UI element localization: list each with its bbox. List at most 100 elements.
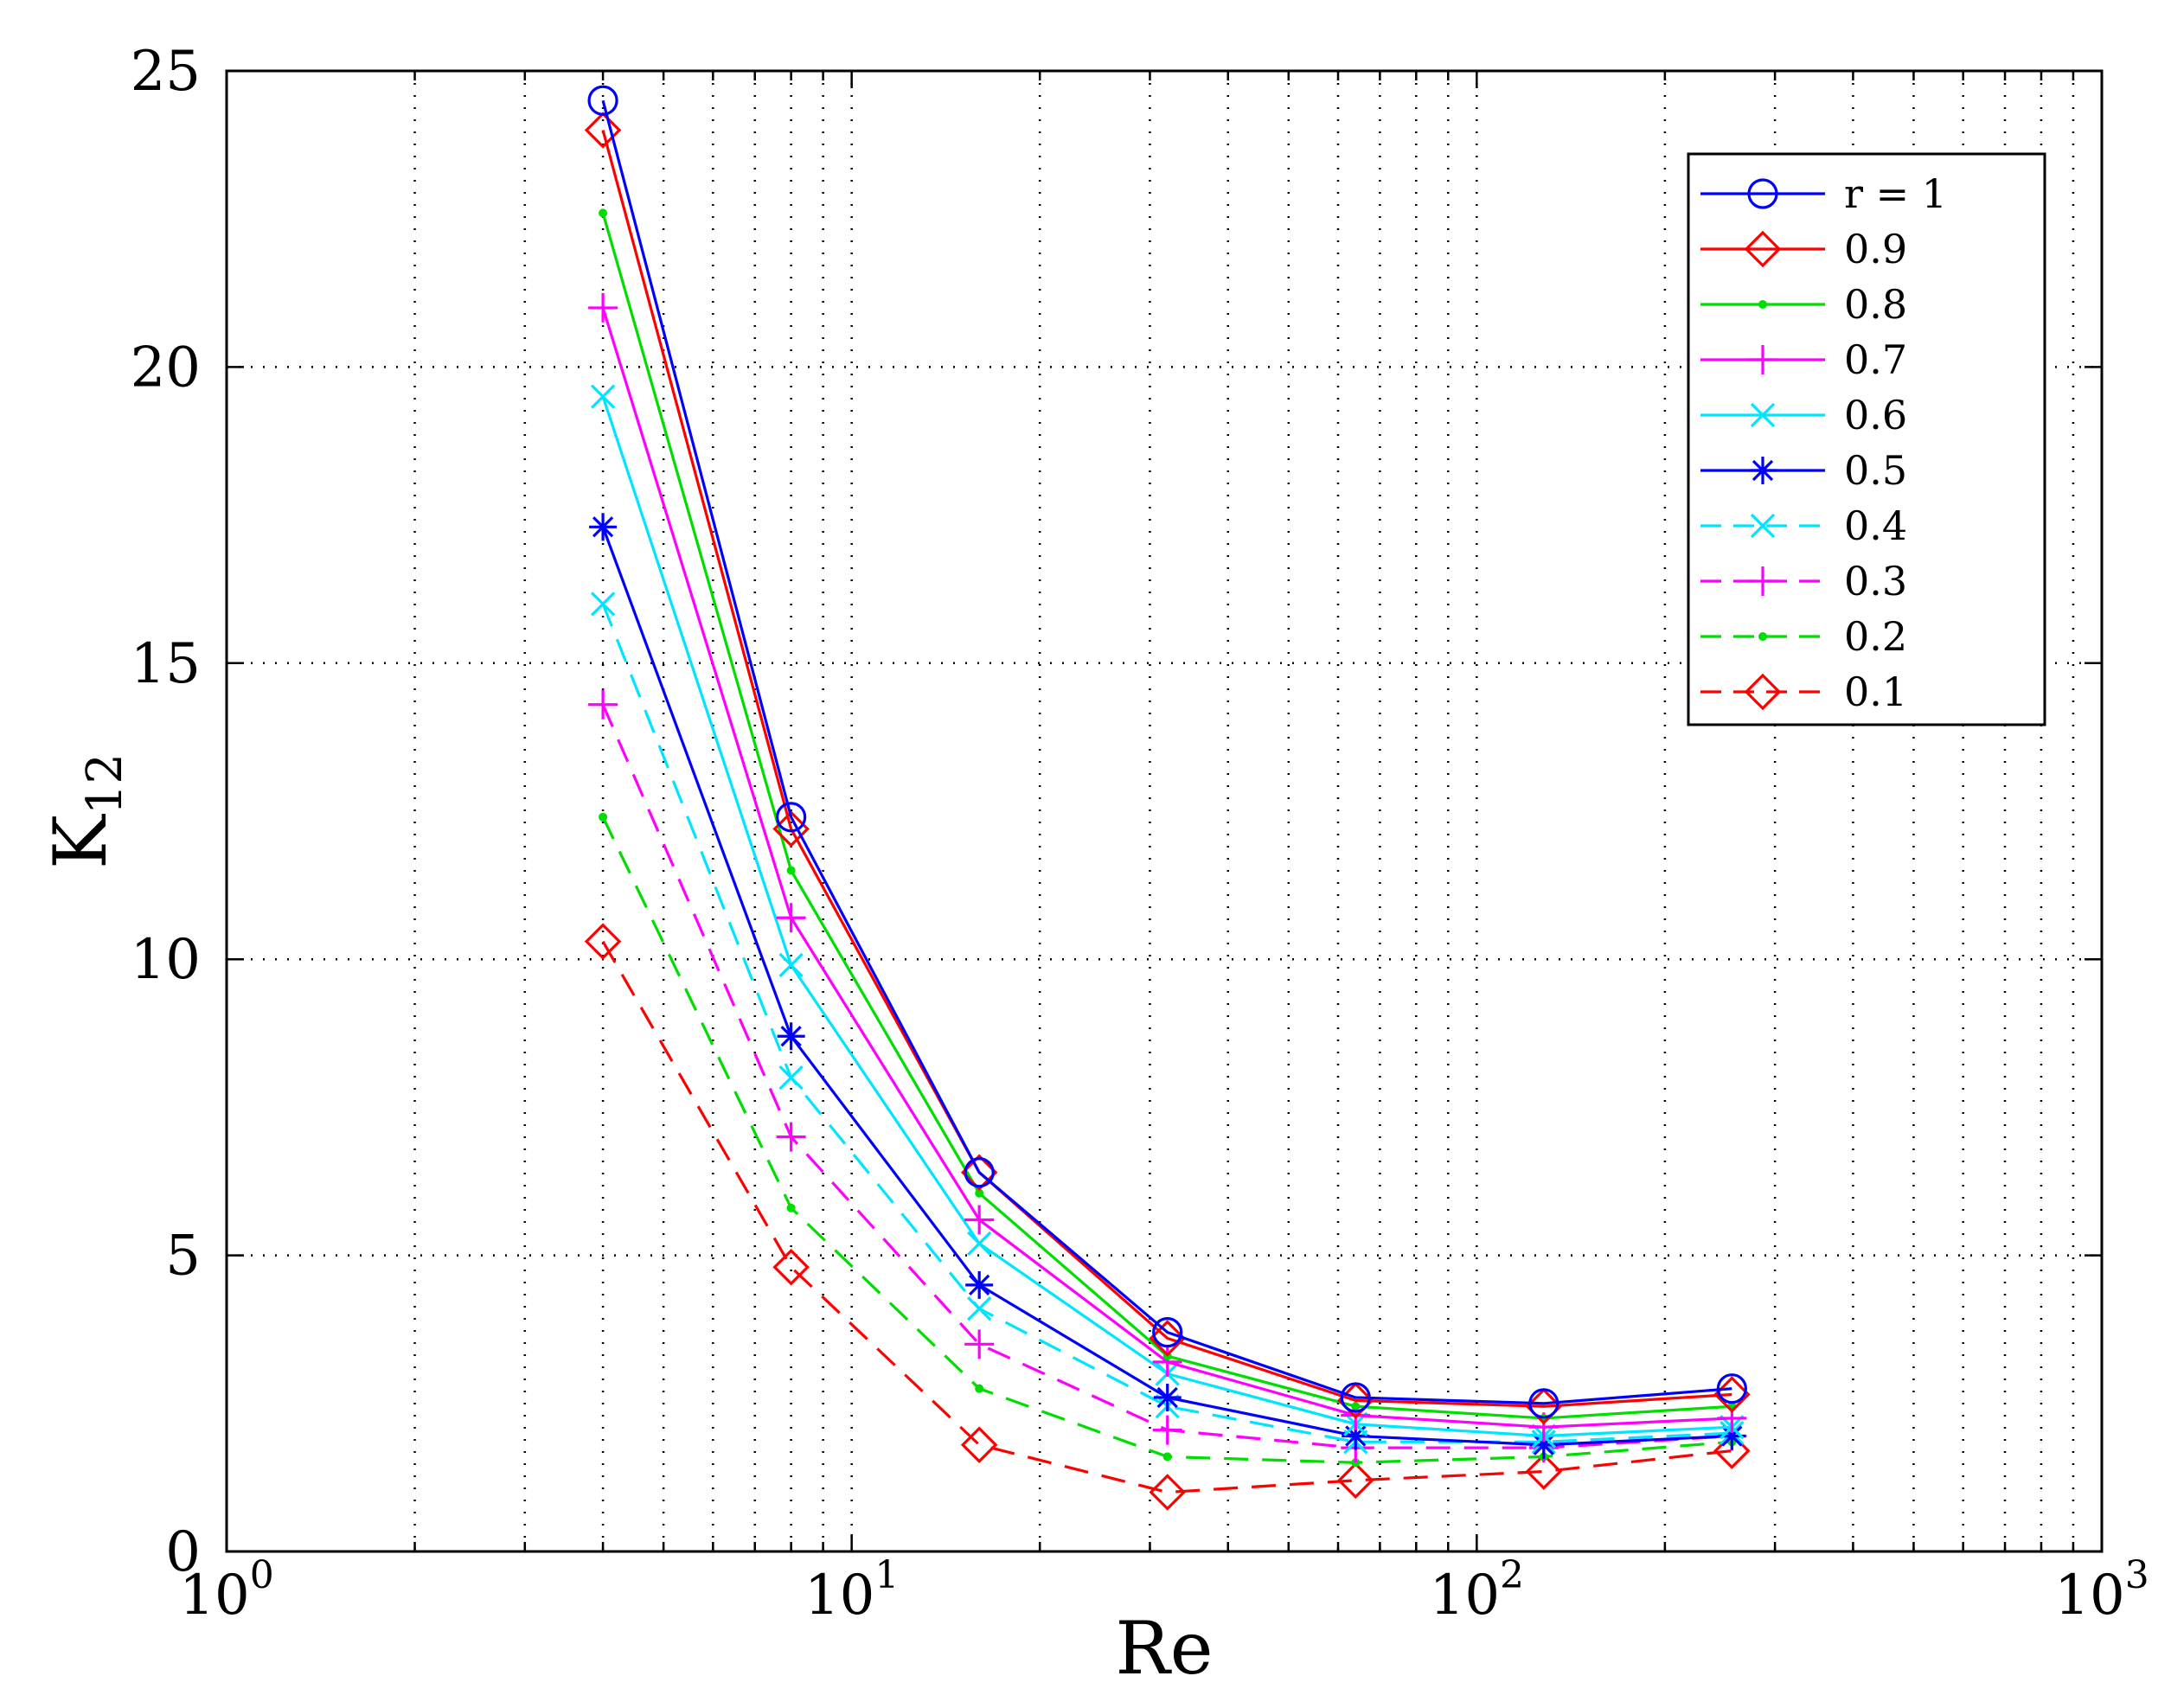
axis-labels: Re K12 <box>38 753 1213 1691</box>
legend-entry: 0.5 <box>1700 447 1907 494</box>
data-point <box>964 1329 995 1359</box>
x-tick-label: 101 <box>804 1553 899 1628</box>
data-point <box>1718 1422 1746 1450</box>
data-point <box>590 592 616 617</box>
data-point <box>1340 1382 1371 1413</box>
x-tick-label-exponent: 0 <box>250 1553 274 1597</box>
legend-label: 0.1 <box>1844 668 1907 715</box>
data-point <box>1525 1453 1563 1490</box>
legend: r = 1 0.9 0.8 0.7 0.6 0.5 0.4 0.3 0.2 0.1 <box>1687 152 2046 726</box>
y-tick-label: 25 <box>131 40 201 104</box>
legend-entry: r = 1 <box>1700 170 1947 217</box>
legend-label: 0.9 <box>1844 226 1907 272</box>
series-line <box>601 130 1732 1408</box>
data-point <box>587 85 618 116</box>
data-point <box>1342 1422 1370 1450</box>
data-point <box>786 1203 796 1212</box>
data-point <box>1528 1388 1559 1419</box>
legend-marker <box>1750 513 1776 539</box>
data-point <box>1162 1452 1172 1462</box>
legend-marker <box>1748 566 1777 596</box>
y-axis-label: K12 <box>38 753 133 869</box>
legend-label: 0.8 <box>1844 281 1907 328</box>
data-point <box>786 866 796 875</box>
series-line <box>601 704 1732 1449</box>
data-point <box>964 1205 995 1235</box>
data-point <box>967 1231 992 1257</box>
y-tick-label: 5 <box>165 1225 201 1289</box>
series-0-7 <box>588 292 1747 1443</box>
x-tick-label-exponent: 3 <box>2125 1553 2149 1597</box>
legend-marker <box>1749 457 1777 484</box>
legend-entry: 0.2 <box>1700 613 1907 660</box>
data-point <box>1351 1458 1361 1468</box>
series-line <box>601 396 1732 1438</box>
data-point <box>1152 1415 1182 1445</box>
series-r1 <box>587 85 1747 1419</box>
data-point <box>584 112 622 149</box>
legend-label: 0.5 <box>1844 447 1907 494</box>
plot-frame <box>225 69 2104 1553</box>
data-point <box>588 689 618 720</box>
x-axis-label: Re <box>1116 1606 1214 1691</box>
data-point <box>776 1122 806 1152</box>
series-line <box>601 212 1732 1420</box>
data-point <box>776 903 806 933</box>
data-point <box>965 1270 994 1299</box>
legend-marker <box>1744 673 1782 711</box>
y-axis-label-sub: 12 <box>77 753 133 815</box>
data-point <box>967 1296 992 1321</box>
data-point <box>778 952 804 978</box>
x-tick-label-base: 10 <box>2054 1564 2124 1628</box>
legend-entry: 0.4 <box>1700 502 1907 549</box>
y-axis-label-main: K <box>38 813 123 869</box>
x-tick-label-base: 10 <box>1430 1564 1500 1628</box>
legend-entry: 0.9 <box>1700 226 1907 272</box>
series-line <box>601 307 1732 1429</box>
x-tick-label-exponent: 2 <box>1500 1553 1524 1597</box>
series-line <box>601 99 1732 1405</box>
data-point <box>1149 1320 1186 1357</box>
series-0-8 <box>599 208 1737 1423</box>
legend-marker <box>1744 230 1782 268</box>
legend-label: 0.7 <box>1844 336 1907 383</box>
y-tick-label: 20 <box>131 336 201 400</box>
series-0-4 <box>590 592 1745 1455</box>
data-point <box>1337 1462 1374 1500</box>
series-layer <box>584 85 1751 1511</box>
x-tick-label: 100 <box>179 1553 273 1628</box>
data-point <box>590 384 616 409</box>
y-tick-label: 0 <box>165 1520 201 1584</box>
data-point <box>975 1384 984 1393</box>
data-point <box>1152 1347 1182 1377</box>
data-point <box>599 208 608 218</box>
legend-marker <box>1747 178 1778 209</box>
data-point <box>975 1188 984 1198</box>
x-tick-label: 103 <box>2054 1553 2149 1628</box>
legend-entry: 0.8 <box>1700 281 1907 328</box>
legend-marker <box>1750 402 1776 428</box>
series-line <box>601 526 1732 1447</box>
legend-label: 0.2 <box>1844 613 1907 660</box>
legend-entries: r = 1 0.9 0.8 0.7 0.6 0.5 0.4 0.3 0.2 0.1 <box>1700 170 1947 715</box>
x-tick-label-base: 10 <box>179 1564 249 1628</box>
x-tick-label: 102 <box>1430 1553 1524 1628</box>
legend-label: 0.3 <box>1844 558 1907 605</box>
legend-marker <box>1758 632 1767 641</box>
data-point <box>1153 1383 1182 1411</box>
data-point <box>1149 1474 1186 1511</box>
legend-entry: 0.3 <box>1700 558 1907 605</box>
series-0-1 <box>584 923 1751 1511</box>
data-point <box>589 513 618 541</box>
legend-label: 0.6 <box>1844 392 1907 438</box>
y-tick-label: 10 <box>131 928 201 992</box>
data-point <box>1529 1430 1558 1459</box>
x-tick-label-exponent: 1 <box>874 1553 899 1597</box>
data-point <box>964 1157 995 1188</box>
data-point <box>776 802 807 833</box>
data-point <box>772 1249 810 1286</box>
data-point <box>1716 1373 1747 1404</box>
legend-entry: 0.1 <box>1700 668 1907 715</box>
